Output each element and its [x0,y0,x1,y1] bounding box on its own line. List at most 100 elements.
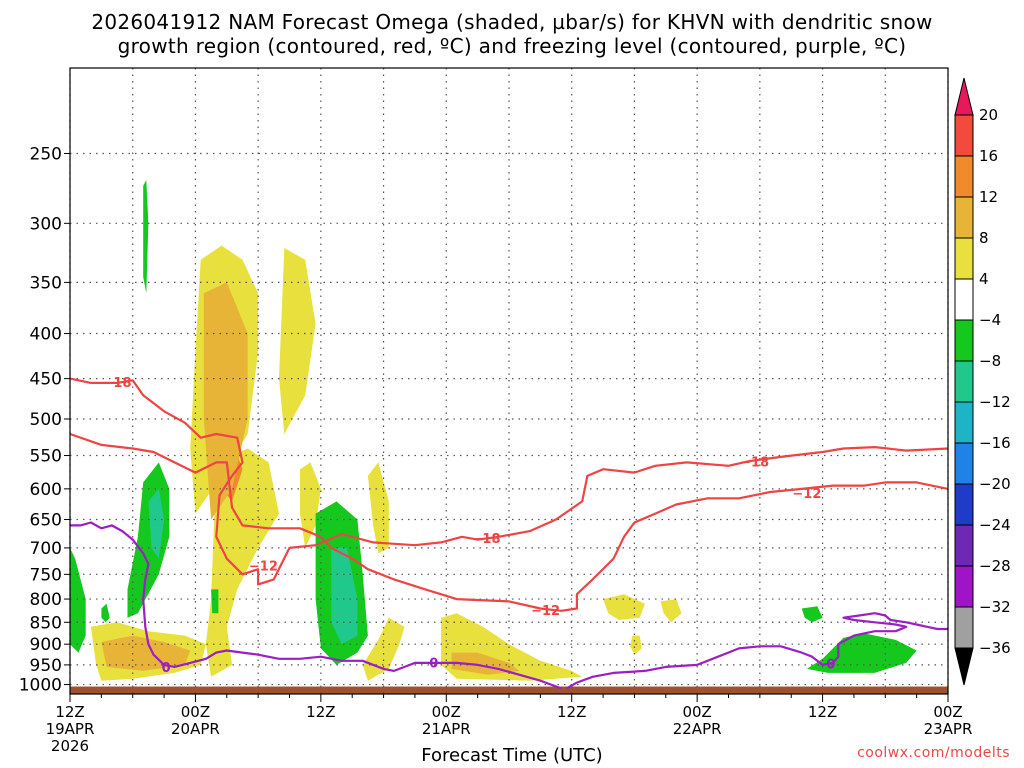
colorbar-label: 20 [979,106,998,124]
omega-region [70,547,86,653]
y-tick-label: 250 [30,144,62,164]
y-tick-label: 850 [30,613,62,633]
x-tick-label: 2026 [51,737,89,755]
dgz-contour-label: −12 [249,560,278,575]
x-tick-label: 12Z [55,703,84,721]
colorbar-label: −12 [979,393,1011,411]
x-axis-label: Forecast Time (UTC) [421,745,603,766]
colorbar-label: −28 [979,557,1011,575]
omega-region [331,547,358,645]
colorbar-label: 4 [979,270,989,288]
x-tick-label: 00Z [181,703,210,721]
colorbar-swatch [954,319,974,362]
x-tick-label: 20APR [171,720,220,738]
freezing-level-contour-line [565,612,948,690]
y-tick-label: 300 [30,214,62,234]
omega-region [148,488,165,559]
x-tick-label: 12Z [306,703,335,721]
y-tick-label: 400 [30,325,62,345]
y-tick-label: 800 [30,590,62,610]
colorbar: 20 16 12 8 4 −4 −8 −12 −16 −20 −24 −28 −32 −36 [954,77,1011,686]
chart-title-line1: 2026041912 NAM Forecast Omega (shaded, µ… [91,10,933,34]
dgz-contour-label: −12 [792,487,821,502]
dgz-contour-label: −18 [103,376,132,391]
colorbar-label: 12 [979,188,998,206]
omega-region [630,635,642,655]
y-tick-label: 700 [30,539,62,559]
y-tick-label: 1000 [19,676,62,696]
colorbar-label: −16 [979,434,1011,452]
colorbar-swatch [954,442,974,485]
colorbar-swatch [954,524,974,567]
colorbar-swatch [954,114,974,157]
y-tick-label: 550 [30,447,62,467]
omega-region [143,180,149,294]
colorbar-swatch [954,401,974,444]
y-tick-label: 450 [30,370,62,390]
colorbar-label: 8 [979,229,989,247]
y-axis: 2503003504004505005506006507007508008509… [19,144,70,696]
omega-region [211,589,219,614]
x-tick-label: 00Z [432,703,461,721]
x-tick-label: 22APR [673,720,722,738]
dgz-contour-line [69,377,949,586]
y-tick-label: 900 [30,635,62,655]
colorbar-label: −36 [979,639,1011,657]
x-tick-label: 00Z [933,703,962,721]
omega-shading [70,180,917,681]
y-tick-label: 950 [30,656,62,676]
x-tick-label: 23APR [924,720,973,738]
y-tick-label: 600 [30,480,62,500]
x-tick-label: 12Z [808,703,837,721]
freezing-level-contour-label: 0 [429,656,438,671]
omega-region [801,606,823,623]
omega-region [603,594,645,620]
omega-region [806,633,917,673]
colorbar-label: −32 [979,598,1011,616]
colorbar-label: −4 [979,311,1001,329]
omega-region [300,462,321,548]
omega-region [205,448,279,677]
colorbar-swatch [954,565,974,608]
x-tick-label: 21APR [422,720,471,738]
colorbar-label: −24 [979,516,1011,534]
colorbar-swatch [954,237,974,280]
omega-region [660,599,682,623]
x-tick-label: 00Z [682,703,711,721]
dgz-contour-label: −18 [740,455,769,470]
omega-region [203,282,248,520]
colorbar-max-triangle [954,77,974,116]
colorbar-label: −8 [979,352,1001,370]
omega-region [367,462,389,554]
colorbar-swatch [954,278,974,321]
y-tick-label: 350 [30,273,62,293]
y-tick-label: 650 [30,511,62,531]
dgz-contour-line [69,432,949,612]
x-tick-label: 19APR [46,720,95,738]
colorbar-swatch [954,483,974,526]
y-tick-label: 750 [30,565,62,585]
chart-title-line2: growth region (contoured, red, ºC) and f… [117,34,907,58]
dgz-contour-label: −12 [531,604,560,619]
freezing-level-contour-label: 0 [826,657,835,672]
freezing-level-contour-label: 0 [162,661,171,676]
colorbar-label: −20 [979,475,1011,493]
freezing-level-contour-line [70,521,562,690]
omega-region [101,603,110,623]
colorbar-swatch [954,155,974,198]
ground-surface [70,686,948,694]
colorbar-min-triangle [954,647,974,686]
y-tick-label: 500 [30,410,62,430]
colorbar-swatch [954,606,974,649]
x-tick-label: 12Z [557,703,586,721]
freezing-level-contour: 0 0 0 [70,521,948,690]
colorbar-swatch [954,360,974,403]
omega-region [279,248,316,434]
dgz-contour: −18 −12 −18 −12 −12 −18 [69,376,949,619]
dgz-contour-label: −18 [472,532,501,547]
credit-text: coolwx.com/modelts [857,745,1010,761]
colorbar-label: 16 [979,147,998,165]
colorbar-swatch [954,196,974,239]
